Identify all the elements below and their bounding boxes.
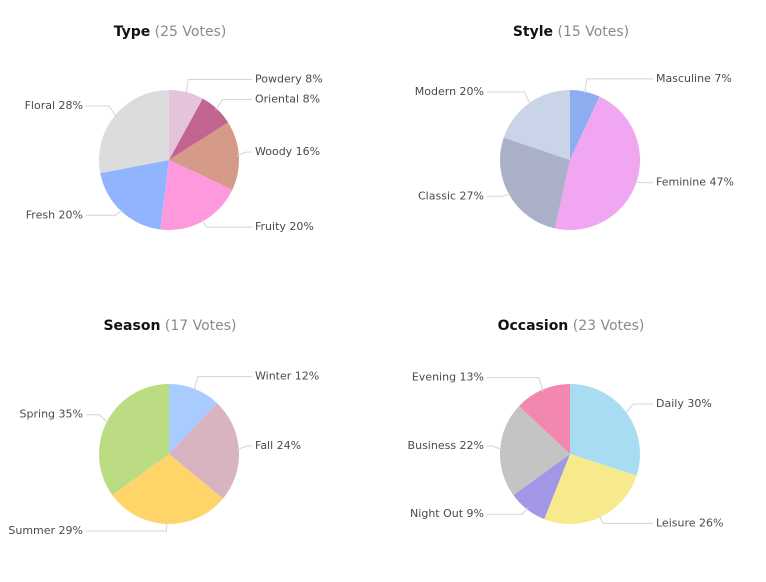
occasion-label-line-daily [624,403,653,415]
occasion-slice-night-out [513,454,570,520]
type-slice-woody [169,122,239,190]
type-label-line-fruity [201,219,252,228]
type-label-fresh: Fresh 20% [26,208,83,221]
occasion-slice-daily [570,384,640,476]
occasion-chart-title: Occasion (23 Votes) [401,318,741,334]
style-slice-masculine [570,90,600,160]
type-slice-fruity [160,160,233,231]
occasion-slice-leisure [544,454,637,524]
type-label-line-woody [236,151,252,157]
occasion-label-line-evening [487,377,544,392]
type-label-line-powdery [185,79,252,95]
season-chart-votes: (17 Votes) [164,318,237,334]
season-slice-summer [112,454,223,524]
season-label-summer: Summer 29% [8,524,83,537]
style-chart-panel: Style (15 Votes) Masculine 7% Feminine 47… [401,0,766,288]
style-chart-title: Style (15 Votes) [401,24,741,40]
type-label-line-floral [86,105,118,117]
style-label-masculine: Masculine 7% [656,72,732,85]
style-slice-feminine [554,96,641,231]
style-label-modern: Modern 20% [415,85,484,98]
season-slice-spring [99,384,169,496]
season-label-line-winter [193,376,252,391]
occasion-slice-business [500,406,570,496]
season-label-fall: Fall 24% [255,439,301,452]
type-pie-chart: Powdery 8% Oriental 8% Woody 16% Fruity 20%… [25,73,323,234]
style-label-line-masculine [584,78,653,94]
season-chart-title: Season (17 Votes) [0,318,340,334]
style-chart-votes: (15 Votes) [557,24,630,40]
season-label-line-spring [86,414,109,424]
occasion-label-leisure: Leisure 26% [656,516,723,529]
type-chart-title-text: Type [113,24,151,40]
style-label-line-classic [487,192,511,197]
season-chart-panel: Season (17 Votes) Winter 12% Fall 24% Summ… [0,294,383,582]
type-slice-powdery [169,90,203,160]
occasion-label-business: Business 22% [408,439,484,452]
style-label-line-feminine [634,181,653,184]
type-chart-panel: Type (25 Votes) Powdery 8% Oriental 8% Woo… [0,0,383,288]
type-label-line-oriental [215,99,252,111]
season-slice-winter [169,384,217,454]
type-chart-votes: (25 Votes) [154,24,227,40]
season-label-line-summer [86,521,168,532]
occasion-label-line-leisure [598,515,653,524]
occasion-chart-panel: Occasion (23 Votes) Daily 30% Leisure 26%… [401,294,766,582]
style-pie-chart: Masculine 7% Feminine 47% Classic 27% Moder… [415,72,734,231]
style-slice-modern [503,90,570,160]
type-label-line-fresh [86,209,123,216]
occasion-label-evening: Evening 13% [412,371,484,384]
style-slice-classic [499,137,570,229]
style-label-line-modern [487,91,531,105]
occasion-label-daily: Daily 30% [656,397,712,410]
occasion-label-line-business [487,445,503,451]
season-slice-fall [169,402,240,499]
type-slice-oriental [169,98,229,160]
type-label-fruity: Fruity 20% [255,220,314,233]
style-chart-title-text: Style [512,24,554,40]
style-label-feminine: Feminine 47% [656,176,734,189]
type-label-woody: Woody 16% [255,145,320,158]
occasion-chart-title-text: Occasion [497,318,569,334]
type-slice-fresh [100,160,169,230]
type-chart-title: Type (25 Votes) [0,24,340,40]
type-label-powdery: Powdery 8% [255,73,323,86]
occasion-chart-votes: (23 Votes) [572,318,645,334]
season-chart-title-text: Season [103,318,161,334]
occasion-label-line-night-out [487,507,529,515]
type-slice-floral [98,90,169,174]
type-label-oriental: Oriental 8% [255,93,320,106]
style-label-classic: Classic 27% [418,189,484,202]
occasion-slice-evening [518,384,570,454]
occasion-label-night-out: Night Out 9% [410,507,484,520]
occasion-pie-chart: Daily 30% Leisure 26% Night Out 9% Business… [408,371,724,530]
type-label-floral: Floral 28% [25,99,83,112]
season-pie-chart: Winter 12% Fall 24% Summer 29% Spring 35% [8,370,319,537]
season-label-line-fall [236,445,252,451]
season-label-winter: Winter 12% [255,370,319,383]
season-label-spring: Spring 35% [20,408,83,421]
